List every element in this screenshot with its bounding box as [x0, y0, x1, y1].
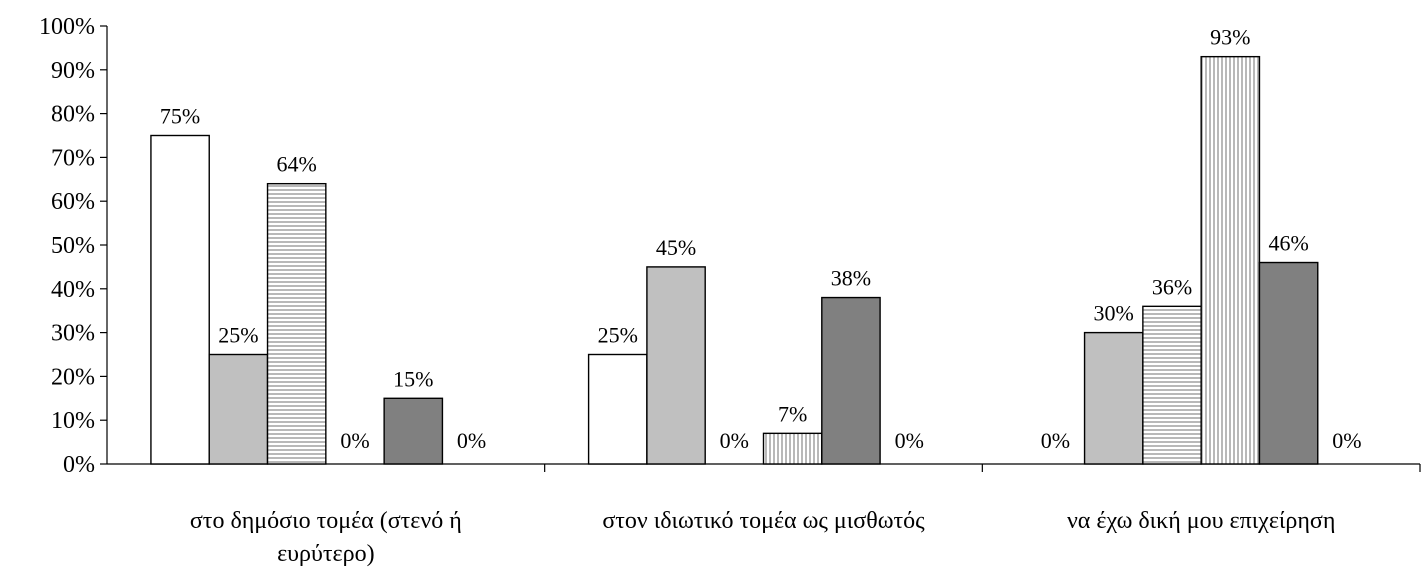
y-tick-label: 40%: [51, 277, 95, 303]
y-tick-label: 50%: [51, 233, 95, 259]
bar-value-label: 25%: [598, 323, 638, 348]
bar-value-label: 0%: [720, 428, 749, 453]
bar-value-label: 15%: [393, 366, 433, 391]
bar: [383, 397, 444, 465]
bar-value-label: 0%: [895, 428, 924, 453]
bar: [208, 353, 269, 465]
bar: [646, 266, 706, 465]
bar: [1258, 261, 1319, 465]
bars: [150, 55, 1319, 465]
bar: [1083, 331, 1144, 465]
y-tick-label: 0%: [63, 452, 95, 478]
y-tick-label: 70%: [51, 145, 95, 171]
data-labels: 75% 25% 0% 25% 45% 30% 64% 0% 36% 0% 7% 93% 15% 38% 46…: [160, 25, 1362, 453]
bar-value-label: 38%: [831, 266, 871, 291]
category-label: στον ιδιωτικό τομέα ως μισθωτός: [602, 508, 925, 534]
y-tick-label: 90%: [51, 58, 95, 84]
bar-value-label: 7%: [778, 401, 807, 426]
bar-value-label: 0%: [1332, 428, 1361, 453]
bar-value-label: 75%: [160, 104, 200, 129]
bar: [1200, 55, 1261, 465]
y-tick-label: 30%: [51, 321, 95, 347]
bar: [266, 182, 327, 465]
bar-value-label: 0%: [457, 428, 486, 453]
bar-value-label: 0%: [340, 428, 369, 453]
y-tick-label: 20%: [51, 364, 95, 390]
bar: [150, 134, 210, 465]
bar-value-label: 46%: [1268, 231, 1308, 256]
bar: [821, 296, 881, 465]
bar-value-label: 0%: [1041, 428, 1070, 453]
y-tick-label: 100%: [39, 14, 95, 40]
bar-value-label: 64%: [277, 152, 317, 177]
category-label: στο δημόσιο τομέα (στενό ή ευρύτερο): [190, 508, 462, 567]
bar-value-label: 93%: [1210, 25, 1250, 50]
bar-value-label: 30%: [1094, 301, 1134, 326]
y-tick-label: 10%: [51, 408, 95, 434]
bar-value-label: 45%: [656, 235, 696, 260]
y-tick-label: 80%: [51, 102, 95, 128]
bar-value-label: 25%: [218, 323, 258, 348]
bar: [1142, 305, 1202, 465]
bar: [762, 432, 823, 465]
axes: 0% 10% 20% 30% 40% 50% 60% 70% 80% 90% 100% στο δημ…: [39, 14, 1421, 567]
category-label: να έχω δική μου επιχείρηση: [1067, 508, 1335, 534]
bar: [587, 353, 648, 465]
y-tick-label: 60%: [51, 189, 95, 215]
bar-value-label: 36%: [1152, 274, 1192, 299]
